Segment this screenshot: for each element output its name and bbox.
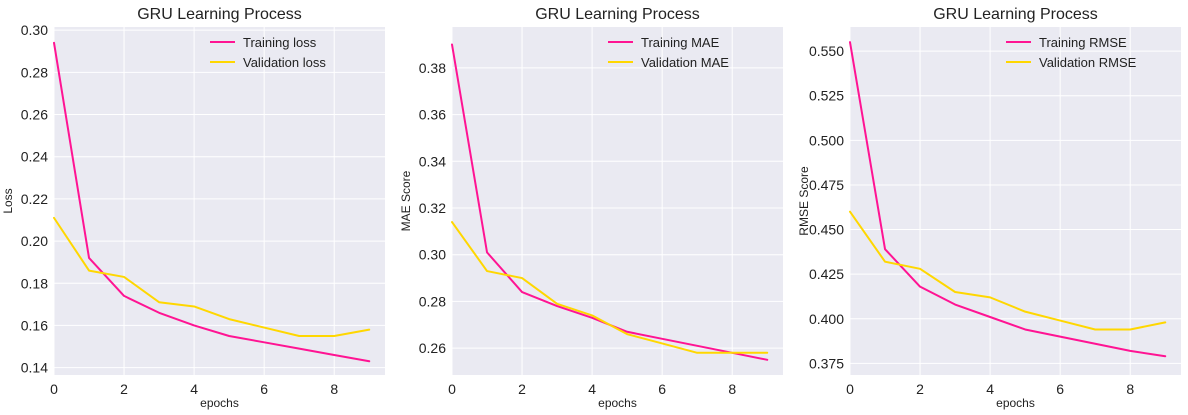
y-tick-label: 0.32 xyxy=(419,200,446,216)
legend-label-training-rmse: Training RMSE xyxy=(1039,35,1127,50)
legend-label-training-mae: Training MAE xyxy=(641,35,720,50)
plot-area xyxy=(850,27,1181,375)
x-axis-label: epochs xyxy=(598,396,637,410)
plot-area xyxy=(54,27,385,375)
y-tick-label: 0.28 xyxy=(21,64,48,80)
y-tick-label: 0.475 xyxy=(809,177,844,193)
y-tick-label: 0.425 xyxy=(809,266,844,282)
chart-title: GRU Learning Process xyxy=(933,6,1098,23)
chart-panel-1: 0.14 0.16 0.18 0.20 0.22 0.24 0.26 0.28 0.30 0 2 4 6… xyxy=(1,6,385,410)
x-axis-label: epochs xyxy=(200,396,239,410)
y-tick-label: 0.550 xyxy=(809,43,844,59)
x-tick-label: 2 xyxy=(120,381,128,397)
chart-title: GRU Learning Process xyxy=(137,6,302,23)
y-tick-label: 0.375 xyxy=(809,355,844,371)
x-tick-label: 4 xyxy=(588,381,596,397)
y-tick-label: 0.16 xyxy=(21,317,48,333)
y-tick-label: 0.22 xyxy=(21,191,48,207)
chart-panel-2: 0.26 0.28 0.30 0.32 0.34 0.36 0.38 0 2 4 6 8 GRU Lea… xyxy=(399,6,783,410)
x-tick-label: 8 xyxy=(330,381,338,397)
x-tick-label: 0 xyxy=(846,381,854,397)
y-tick-label: 0.34 xyxy=(419,153,446,169)
x-tick-label: 4 xyxy=(190,381,198,397)
x-tick-label: 8 xyxy=(728,381,736,397)
y-axis-label: MAE Score xyxy=(399,170,413,231)
y-tick-label: 0.30 xyxy=(419,247,446,263)
legend: Training MAE Validation MAE xyxy=(608,35,729,70)
y-tick-label: 0.400 xyxy=(809,311,844,327)
plot-area xyxy=(452,27,783,375)
y-tick-label: 0.24 xyxy=(21,149,48,165)
series-line-training-loss xyxy=(53,41,371,363)
legend-label-validation-loss: Validation loss xyxy=(243,55,326,70)
legend: Training loss Validation loss xyxy=(210,35,326,70)
x-axis-label: epochs xyxy=(996,396,1035,410)
legend-label-validation-mae: Validation MAE xyxy=(641,55,729,70)
y-tick-label: 0.14 xyxy=(21,360,48,376)
chart-title: GRU Learning Process xyxy=(535,6,700,23)
y-tick-label: 0.500 xyxy=(809,132,844,148)
y-tick-label: 0.20 xyxy=(21,233,48,249)
y-tick-label: 0.38 xyxy=(419,60,446,76)
y-tick-label: 0.18 xyxy=(21,275,48,291)
y-tick-label: 0.450 xyxy=(809,222,844,238)
x-tick-label: 8 xyxy=(1126,381,1134,397)
y-tick-label: 0.30 xyxy=(21,22,48,38)
x-tick-label: 0 xyxy=(448,381,456,397)
series-line-validation-mae xyxy=(451,221,769,354)
x-tick-label: 6 xyxy=(658,381,666,397)
x-tick-label: 4 xyxy=(986,381,994,397)
series-line-validation-rmse xyxy=(849,210,1167,331)
series-line-training-rmse xyxy=(849,41,1167,358)
x-tick-label: 2 xyxy=(916,381,924,397)
y-tick-label: 0.26 xyxy=(419,340,446,356)
x-tick-label: 2 xyxy=(518,381,526,397)
x-tick-label: 6 xyxy=(1056,381,1064,397)
x-tick-label: 0 xyxy=(50,381,58,397)
series-line-validation-loss xyxy=(53,216,371,337)
y-tick-label: 0.26 xyxy=(21,107,48,123)
x-tick-label: 6 xyxy=(260,381,268,397)
legend-label-training-loss: Training loss xyxy=(243,35,317,50)
chart-panel-3: 0.375 0.400 0.425 0.450 0.475 0.500 0.525 0.550… xyxy=(797,6,1181,410)
y-tick-label: 0.36 xyxy=(419,107,446,123)
y-axis-label: RMSE Score xyxy=(797,166,811,236)
legend: Training RMSE Validation RMSE xyxy=(1006,35,1137,70)
y-axis-label: Loss xyxy=(1,188,15,213)
y-tick-label: 0.28 xyxy=(419,293,446,309)
y-tick-label: 0.525 xyxy=(809,88,844,104)
legend-label-validation-rmse: Validation RMSE xyxy=(1039,55,1137,70)
